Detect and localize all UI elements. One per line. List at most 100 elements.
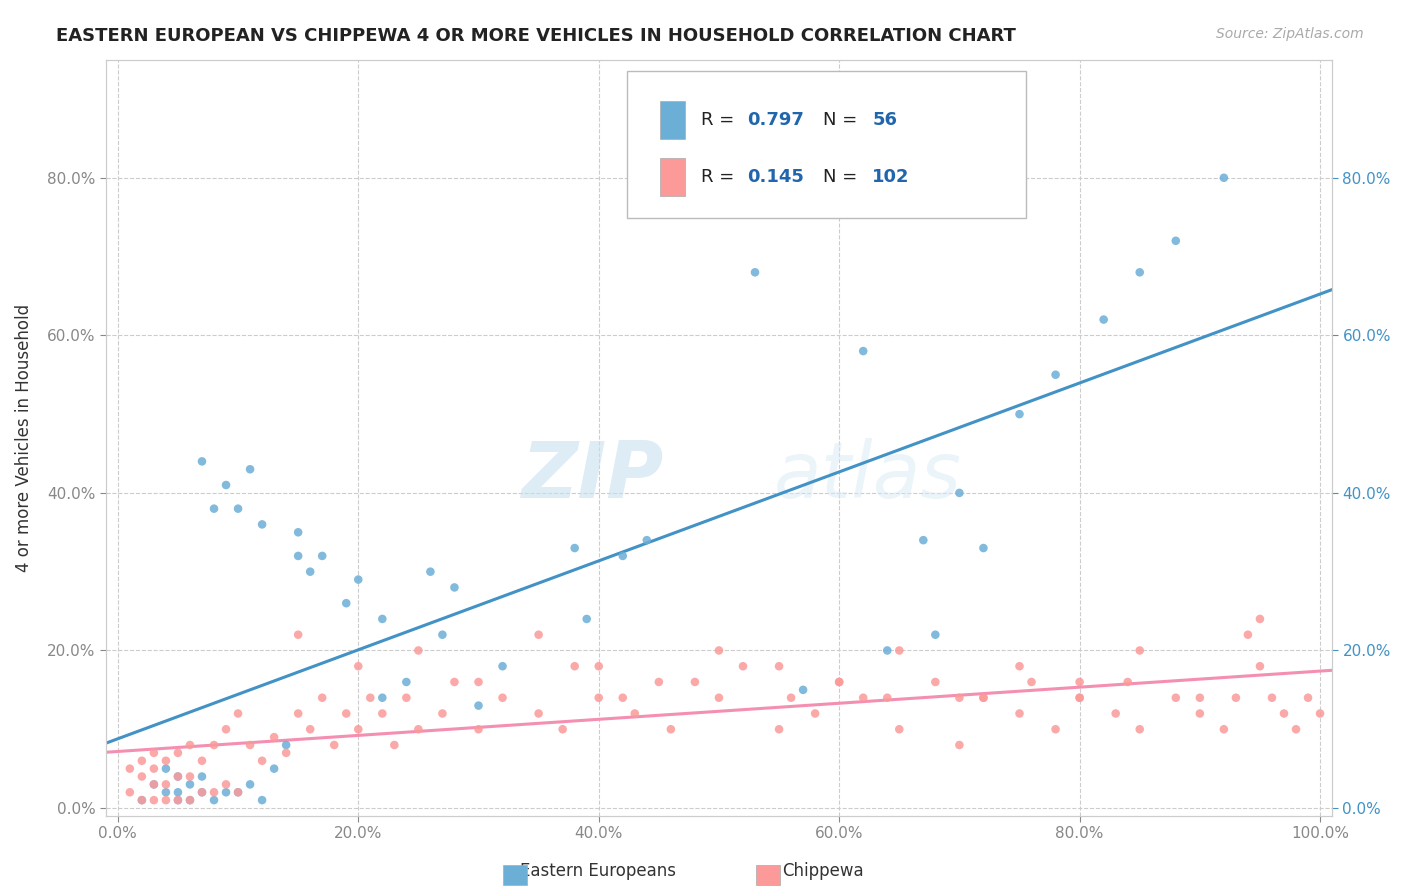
Point <box>167 746 190 760</box>
Point <box>1045 723 1067 737</box>
Point <box>1105 706 1128 721</box>
Point <box>467 698 489 713</box>
Point <box>202 501 225 516</box>
Point <box>335 596 357 610</box>
Point <box>215 478 238 492</box>
Point <box>142 793 165 807</box>
Point <box>972 690 994 705</box>
Point <box>564 541 586 555</box>
Point <box>876 643 898 657</box>
Text: Eastern Europeans: Eastern Europeans <box>520 862 675 880</box>
Point <box>167 793 190 807</box>
Point <box>250 754 273 768</box>
Point <box>347 723 370 737</box>
Point <box>768 723 790 737</box>
Point <box>527 706 550 721</box>
Point <box>382 738 405 752</box>
Text: 102: 102 <box>872 168 910 186</box>
Point <box>575 612 598 626</box>
Point <box>1008 659 1031 673</box>
Point <box>179 738 201 752</box>
Point <box>1309 706 1331 721</box>
Point <box>1249 612 1271 626</box>
Point <box>623 706 645 721</box>
Point <box>948 486 970 500</box>
Point <box>780 690 803 705</box>
Point <box>131 770 153 784</box>
Point <box>131 754 153 768</box>
Point <box>226 501 249 516</box>
Point <box>889 643 911 657</box>
Point <box>889 723 911 737</box>
Text: R =: R = <box>700 112 740 129</box>
Point <box>215 785 238 799</box>
Point <box>167 770 190 784</box>
Text: EASTERN EUROPEAN VS CHIPPEWA 4 OR MORE VEHICLES IN HOUSEHOLD CORRELATION CHART: EASTERN EUROPEAN VS CHIPPEWA 4 OR MORE V… <box>56 27 1017 45</box>
Point <box>263 762 285 776</box>
Point <box>804 706 827 721</box>
Point <box>612 549 634 563</box>
Point <box>1225 690 1247 705</box>
Point <box>323 738 346 752</box>
Point <box>179 777 201 791</box>
Point <box>202 793 225 807</box>
Point <box>359 690 381 705</box>
Point <box>1188 690 1211 705</box>
Point <box>924 675 946 690</box>
Point <box>612 690 634 705</box>
Point <box>191 785 214 799</box>
Point <box>118 785 141 799</box>
Point <box>1272 706 1295 721</box>
Point <box>287 549 309 563</box>
Point <box>408 723 430 737</box>
Point <box>1237 628 1260 642</box>
Point <box>491 690 513 705</box>
Point <box>142 746 165 760</box>
FancyBboxPatch shape <box>659 158 685 195</box>
Point <box>371 612 394 626</box>
Point <box>311 549 333 563</box>
Point <box>1069 690 1091 705</box>
Point <box>167 785 190 799</box>
Point <box>852 690 875 705</box>
Point <box>263 730 285 744</box>
Point <box>828 675 851 690</box>
Point <box>155 785 177 799</box>
Point <box>276 746 298 760</box>
Point <box>202 738 225 752</box>
Point <box>226 785 249 799</box>
Point <box>287 525 309 540</box>
Point <box>276 738 298 752</box>
Point <box>155 754 177 768</box>
Point <box>287 628 309 642</box>
Point <box>731 659 754 673</box>
Point <box>155 793 177 807</box>
Text: N =: N = <box>823 168 863 186</box>
Point <box>924 628 946 642</box>
Point <box>215 777 238 791</box>
Point <box>250 793 273 807</box>
Point <box>1212 170 1234 185</box>
Point <box>1021 675 1043 690</box>
Point <box>371 706 394 721</box>
Point <box>239 777 262 791</box>
Point <box>1092 312 1115 326</box>
Point <box>142 762 165 776</box>
Point <box>828 675 851 690</box>
Point <box>1008 706 1031 721</box>
Point <box>972 690 994 705</box>
Point <box>744 265 766 279</box>
Point <box>408 643 430 657</box>
Point <box>347 659 370 673</box>
Point <box>792 682 814 697</box>
Point <box>1296 690 1319 705</box>
Point <box>299 565 322 579</box>
Point <box>287 706 309 721</box>
Point <box>467 723 489 737</box>
Point <box>191 785 214 799</box>
Y-axis label: 4 or more Vehicles in Household: 4 or more Vehicles in Household <box>15 303 32 572</box>
Point <box>239 738 262 752</box>
Point <box>1249 659 1271 673</box>
Point <box>167 793 190 807</box>
Point <box>659 723 682 737</box>
